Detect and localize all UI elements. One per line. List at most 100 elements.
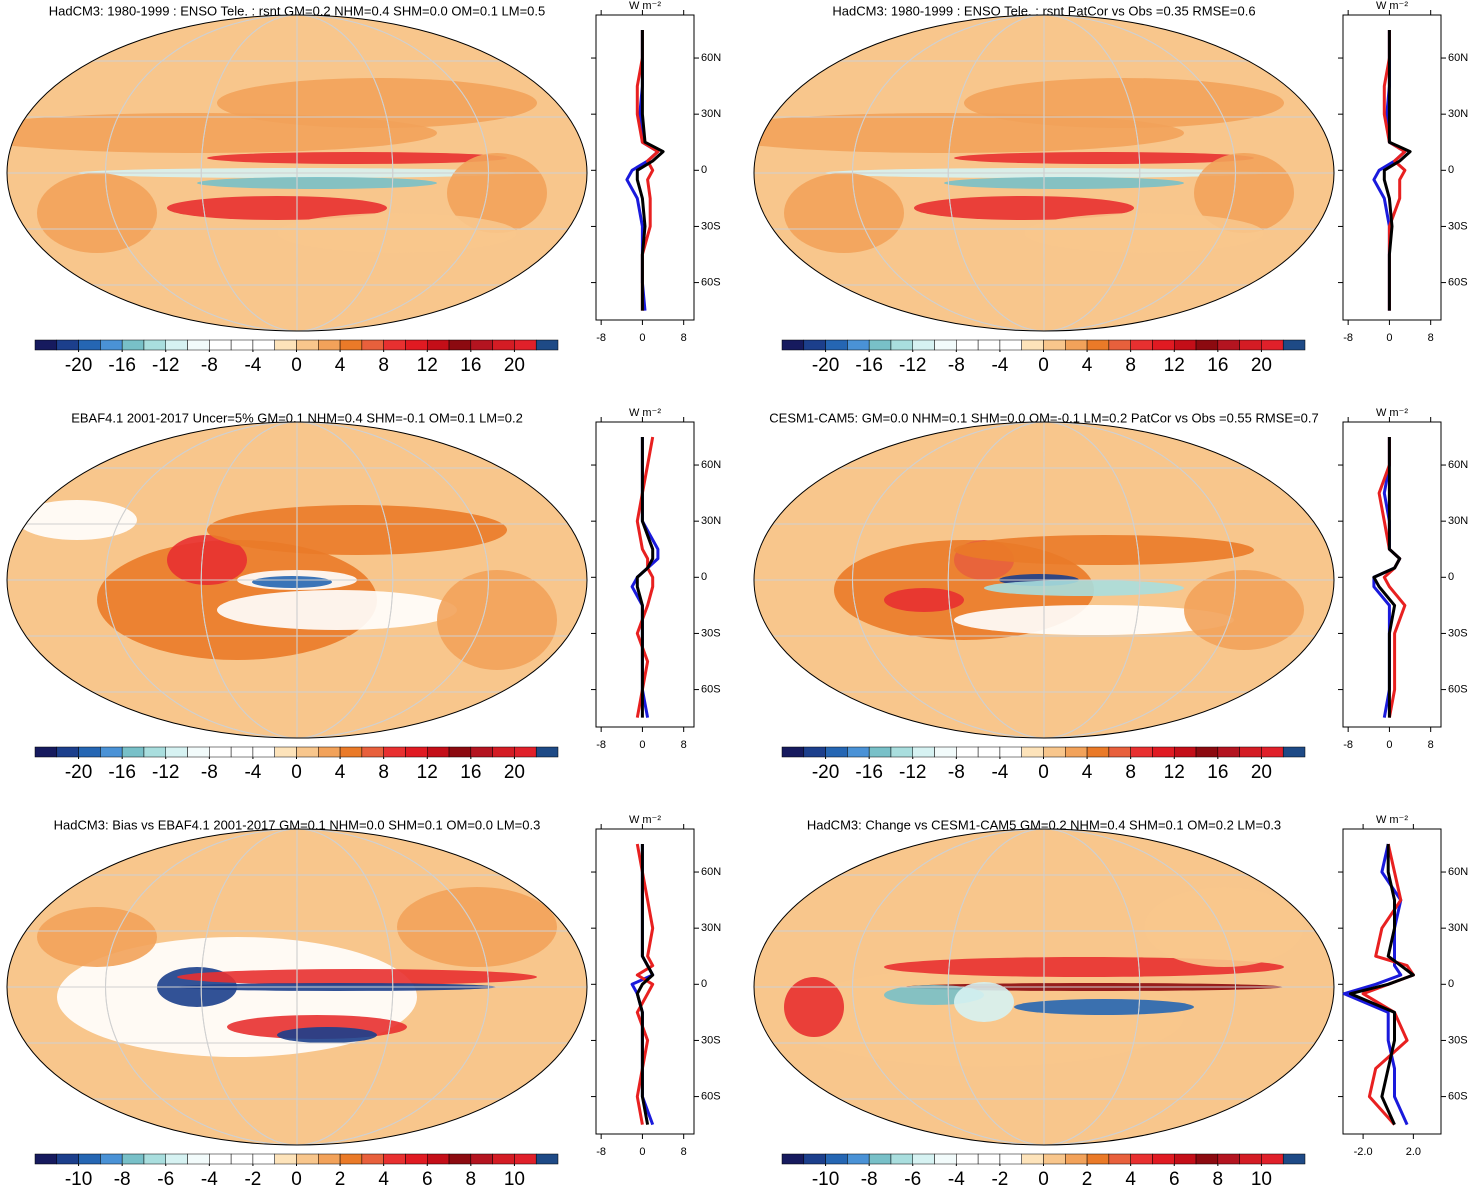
zonal-x-label: 0 xyxy=(1386,739,1392,751)
zonal-unit: W m⁻² xyxy=(629,814,661,826)
colorbar-box xyxy=(144,747,166,757)
colorbar-box xyxy=(471,340,493,350)
colorbar-box xyxy=(935,747,957,757)
colorbar-box xyxy=(913,747,935,757)
colorbar-box xyxy=(514,340,536,350)
colorbar-box xyxy=(188,1154,210,1164)
colorbar-box xyxy=(782,340,804,350)
colorbar-box xyxy=(209,1154,231,1164)
colorbar-box xyxy=(449,1154,471,1164)
colorbar-label: -6 xyxy=(157,1169,174,1187)
colorbar-label: -20 xyxy=(812,762,839,783)
colorbar-label: 0 xyxy=(1038,762,1049,783)
zonal-y-label: 30N xyxy=(701,515,721,527)
colorbar-box xyxy=(1174,1154,1196,1164)
colorbar-box xyxy=(1087,1154,1109,1164)
colorbar-label: -8 xyxy=(948,355,965,376)
map-pattern xyxy=(17,500,137,540)
colorbar-box xyxy=(1022,747,1044,757)
colorbar-label: -20 xyxy=(65,762,92,783)
colorbar-box xyxy=(427,340,449,350)
colorbar-box xyxy=(144,1154,166,1164)
colorbar-label: 20 xyxy=(1251,355,1272,376)
colorbar-box xyxy=(35,340,57,350)
colorbar-label: -2 xyxy=(991,1169,1008,1187)
colorbar-box xyxy=(1240,340,1262,350)
colorbar-box xyxy=(57,340,79,350)
colorbar-box xyxy=(1261,1154,1283,1164)
map-pattern xyxy=(397,887,557,967)
colorbar-box xyxy=(514,1154,536,1164)
colorbar-box xyxy=(826,1154,848,1164)
zonal-frame xyxy=(1343,15,1441,320)
colorbar-label: -2 xyxy=(244,1169,261,1187)
colorbar-label: -8 xyxy=(861,1169,878,1187)
colorbar-box xyxy=(318,1154,340,1164)
zonal-y-label: 30N xyxy=(701,922,721,934)
colorbar-box xyxy=(449,340,471,350)
map-pattern xyxy=(954,535,1254,565)
colorbar-box xyxy=(493,1154,515,1164)
zonal-y-label: 60N xyxy=(1448,866,1468,878)
colorbar-box xyxy=(1131,1154,1153,1164)
map-pattern xyxy=(954,152,1254,164)
colorbar-label: 8 xyxy=(1125,762,1136,783)
zonal-x-label: 0 xyxy=(639,332,645,344)
colorbar-label: 12 xyxy=(417,762,438,783)
colorbar-box xyxy=(188,747,210,757)
colorbar-box xyxy=(1196,1154,1218,1164)
colorbar-box xyxy=(782,747,804,757)
colorbar-box xyxy=(536,340,558,350)
colorbar-box xyxy=(166,1154,188,1164)
colorbar-box xyxy=(166,340,188,350)
colorbar-box xyxy=(956,747,978,757)
colorbar-box xyxy=(536,747,558,757)
colorbar-box xyxy=(978,340,1000,350)
zonal-y-label: 30N xyxy=(1448,922,1468,934)
colorbar-label: -8 xyxy=(114,1169,131,1187)
zonal-y-label: 30S xyxy=(1448,627,1468,639)
panel: EBAF4.1 2001-2017 Uncer=5% GM=0.1 NHM=0.… xyxy=(7,407,721,783)
panel: HadCM3: 1980-1999 : ENSO Tele. : rsnt Pa… xyxy=(704,0,1468,376)
colorbar-box xyxy=(318,747,340,757)
colorbar-box xyxy=(847,1154,869,1164)
zonal-x-label: 2.0 xyxy=(1406,1146,1421,1158)
colorbar-box xyxy=(471,747,493,757)
colorbar-label: -10 xyxy=(812,1169,839,1187)
colorbar-label: -20 xyxy=(65,355,92,376)
map-pattern xyxy=(37,907,157,967)
colorbar-box xyxy=(891,747,913,757)
colorbar-box xyxy=(913,340,935,350)
colorbar-box xyxy=(804,340,826,350)
colorbar-label: 0 xyxy=(1038,355,1049,376)
colorbar-box xyxy=(1283,1154,1305,1164)
colorbar-label: 0 xyxy=(291,1169,302,1187)
colorbar-box xyxy=(1283,340,1305,350)
zonal-y-label: 60N xyxy=(1448,459,1468,471)
map-field xyxy=(7,829,587,1145)
map xyxy=(754,422,1334,738)
colorbar-label: 12 xyxy=(1164,355,1185,376)
zonal-x-label: -8 xyxy=(596,739,606,751)
zonal-unit: W m⁻² xyxy=(1376,407,1408,419)
colorbar-box xyxy=(1152,1154,1174,1164)
colorbar-box xyxy=(471,1154,493,1164)
colorbar-label: 4 xyxy=(1082,762,1093,783)
colorbar-box xyxy=(826,747,848,757)
colorbar-label: 16 xyxy=(460,762,481,783)
colorbar-label: 8 xyxy=(378,762,389,783)
colorbar-box xyxy=(209,340,231,350)
colorbar-box xyxy=(1240,747,1262,757)
zonal-y-label: 0 xyxy=(701,164,707,176)
colorbar-box xyxy=(122,340,144,350)
colorbar-box xyxy=(57,747,79,757)
colorbar-box xyxy=(362,340,384,350)
colorbar-box xyxy=(1218,340,1240,350)
map-field xyxy=(0,15,587,331)
colorbar-box xyxy=(275,747,297,757)
colorbar-box xyxy=(188,340,210,350)
colorbar-box xyxy=(384,1154,406,1164)
colorbar-box xyxy=(1174,340,1196,350)
colorbar-label: 20 xyxy=(504,355,525,376)
